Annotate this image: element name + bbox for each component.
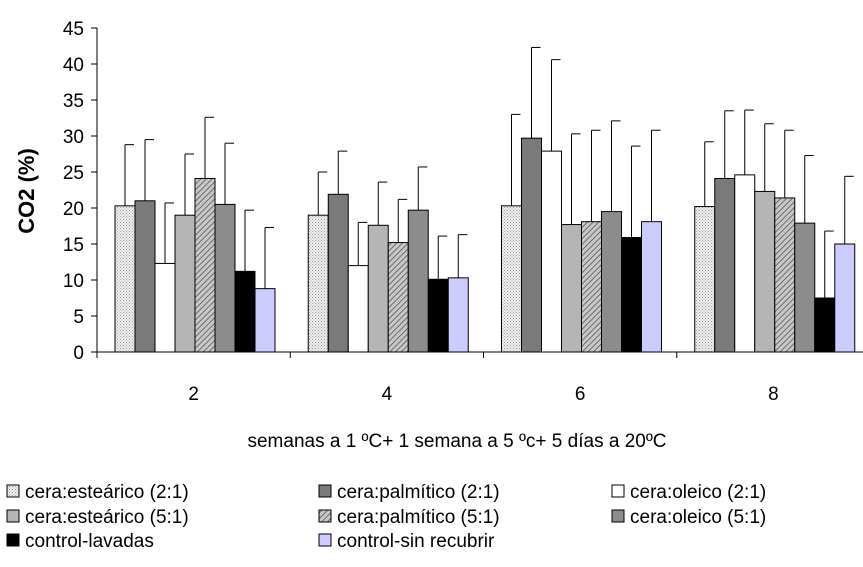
- x-tick-label: 8: [768, 384, 779, 405]
- y-tick-label: 40: [63, 55, 84, 76]
- legend-swatch: [318, 509, 332, 523]
- y-tick-label: 0: [73, 343, 84, 364]
- bar: [174, 214, 196, 353]
- x-tick-label: 6: [575, 384, 586, 405]
- bar: [407, 209, 429, 353]
- bar: [641, 221, 662, 353]
- y-tick-label: 30: [63, 127, 84, 148]
- legend-swatch: [611, 509, 625, 523]
- y-tick-label: 20: [63, 199, 84, 220]
- x-tick-label: 2: [188, 384, 199, 405]
- bar: [521, 137, 542, 353]
- y-tick-label: 5: [73, 307, 84, 328]
- bar: [734, 174, 756, 353]
- legend-label: cera:palmítico (2:1): [337, 482, 500, 503]
- legend-label: cera:palmítico (5:1): [337, 507, 500, 528]
- bar: [427, 278, 449, 353]
- y-tick-label: 10: [63, 271, 84, 292]
- bar: [834, 243, 856, 353]
- bar: [561, 224, 582, 353]
- legend-label: control-lavadas: [25, 531, 154, 552]
- bar: [694, 206, 716, 353]
- bar: [814, 297, 836, 353]
- bar: [601, 211, 622, 353]
- legend-swatch: [318, 484, 332, 498]
- legend-swatch: [6, 509, 20, 523]
- bar: [387, 242, 409, 353]
- bar: [447, 277, 469, 353]
- bar: [621, 237, 642, 353]
- legend-label: cera:oleico (2:1): [630, 482, 766, 503]
- y-tick-label: 45: [63, 19, 84, 40]
- bar: [307, 214, 329, 353]
- bar: [234, 270, 256, 353]
- bar: [581, 221, 602, 353]
- legend-label: cera:esteárico (5:1): [25, 507, 189, 528]
- y-tick-label: 25: [63, 163, 84, 184]
- legend-label: control-sin recubrir: [337, 531, 495, 552]
- bar: [214, 203, 236, 353]
- bar: [254, 288, 276, 353]
- y-axis-label: CO2 (%): [14, 148, 39, 234]
- legend-swatch: [611, 484, 625, 498]
- plot-area: 0 5 10 15 20 25 30 35 40 45 2 4 6 8: [63, 19, 863, 405]
- legend-swatch: [318, 533, 332, 547]
- bar: [714, 177, 736, 353]
- x-tick-label: 4: [382, 384, 393, 405]
- bar: [774, 197, 796, 353]
- legend-swatch: [6, 533, 20, 547]
- bar: [134, 200, 156, 353]
- legend-label: cera:oleico (5:1): [630, 507, 766, 528]
- legend-swatch: [6, 484, 20, 498]
- x-axis-label: semanas a 1 ºC+ 1 semana a 5 ºc+ 5 días …: [247, 431, 666, 452]
- bar: [367, 224, 389, 353]
- bar: [541, 150, 562, 353]
- bar: [114, 205, 136, 353]
- bar: [754, 190, 776, 353]
- bar: [154, 262, 176, 353]
- bar: [327, 193, 349, 353]
- bar: [794, 222, 816, 353]
- legend: cera:esteárico (2:1) cera:palmítico (2:1)…: [6, 482, 766, 552]
- y-tick-label: 35: [63, 91, 84, 112]
- bar: [194, 177, 216, 353]
- bar: [347, 265, 369, 353]
- legend-label: cera:esteárico (2:1): [25, 482, 189, 503]
- bar: [501, 205, 522, 353]
- y-tick-label: 15: [63, 235, 84, 256]
